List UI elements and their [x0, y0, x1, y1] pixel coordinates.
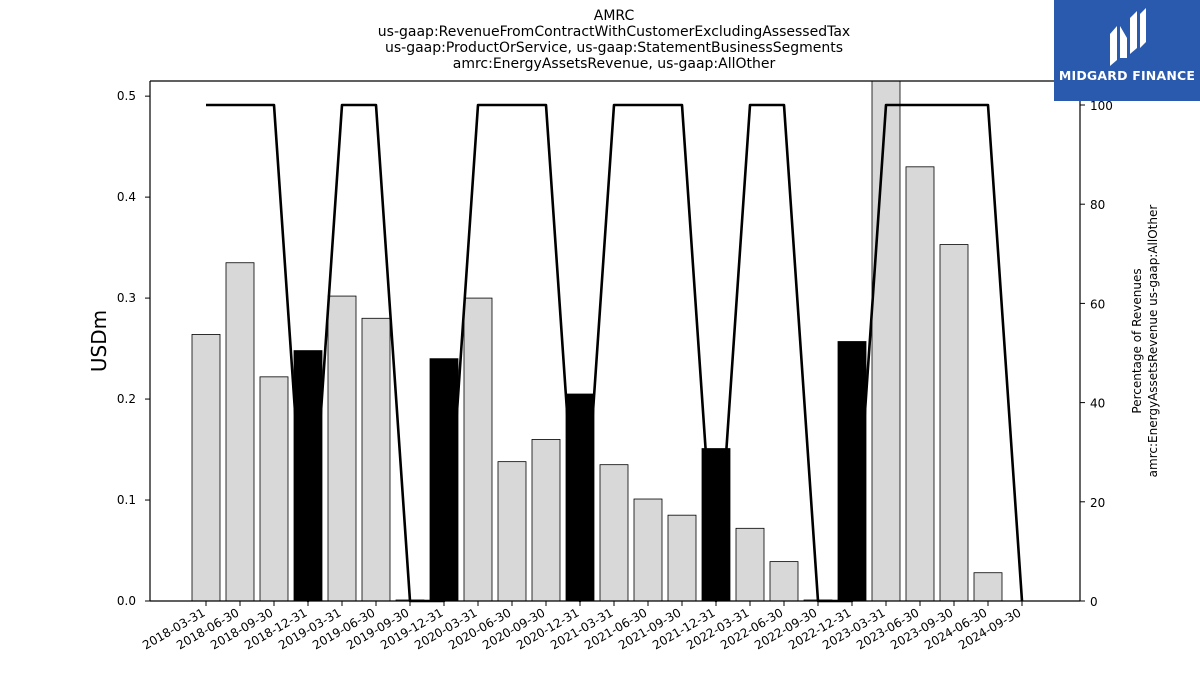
bar — [599, 464, 629, 601]
bar — [225, 262, 255, 601]
percentage-line — [206, 103, 1024, 603]
bar — [973, 572, 1003, 601]
bar — [463, 297, 493, 601]
bar — [837, 341, 867, 601]
y2-tick-label: 80 — [1090, 198, 1105, 212]
y2-tick-label: 100 — [1090, 99, 1113, 113]
bar — [939, 244, 969, 601]
bar — [565, 393, 595, 601]
y-tick-label: 0.0 — [117, 594, 136, 608]
bar — [871, 81, 901, 601]
bar — [633, 498, 663, 601]
chart-title-line: AMRC — [594, 8, 635, 24]
bar — [497, 461, 527, 601]
chart-title-line: us-gaap:RevenueFromContractWithCustomerE… — [378, 24, 850, 40]
bar — [327, 295, 357, 601]
percentage-series-line — [206, 103, 1024, 603]
bar — [769, 561, 799, 601]
bar — [361, 317, 391, 601]
midgard-m-logo-icon — [1110, 8, 1146, 66]
chart-title-line: us-gaap:ProductOrService, us-gaap:Statem… — [385, 40, 843, 56]
chart-title-line: amrc:EnergyAssetsRevenue, us-gaap:AllOth… — [453, 56, 776, 72]
axis-labels: USDm Percentage of Revenues amrc:EnergyAss… — [87, 205, 1160, 478]
y2-tick-label: 0 — [1090, 595, 1098, 609]
chart-title: AMRCus-gaap:RevenueFromContractWithCusto… — [378, 8, 850, 72]
bar — [191, 334, 221, 601]
bar — [259, 376, 289, 601]
y2-axis-label-line: Percentage of Revenues — [1130, 268, 1144, 413]
y2-tick-label: 60 — [1090, 297, 1105, 311]
y-tick-label: 0.3 — [117, 291, 136, 305]
bar — [531, 439, 561, 601]
logo-text: MIDGARD FINANCE — [1058, 68, 1196, 83]
y-tick-label: 0.2 — [117, 392, 136, 406]
y2-axis-label-line: amrc:EnergyAssetsRevenue us-gaap:AllOthe… — [1146, 205, 1160, 478]
bar — [735, 527, 765, 601]
y2-tick-label: 20 — [1090, 496, 1105, 510]
y-tick-label: 0.4 — [117, 190, 136, 204]
y-tick-label: 0.1 — [117, 493, 136, 507]
logo: MIDGARD FINANCE — [1054, 0, 1200, 101]
y2-tick-label: 40 — [1090, 397, 1105, 411]
y-tick-label: 0.5 — [117, 89, 136, 103]
bar — [429, 358, 459, 601]
bar — [905, 166, 935, 601]
bar — [667, 514, 697, 601]
y-axis-label: USDm — [87, 310, 111, 372]
